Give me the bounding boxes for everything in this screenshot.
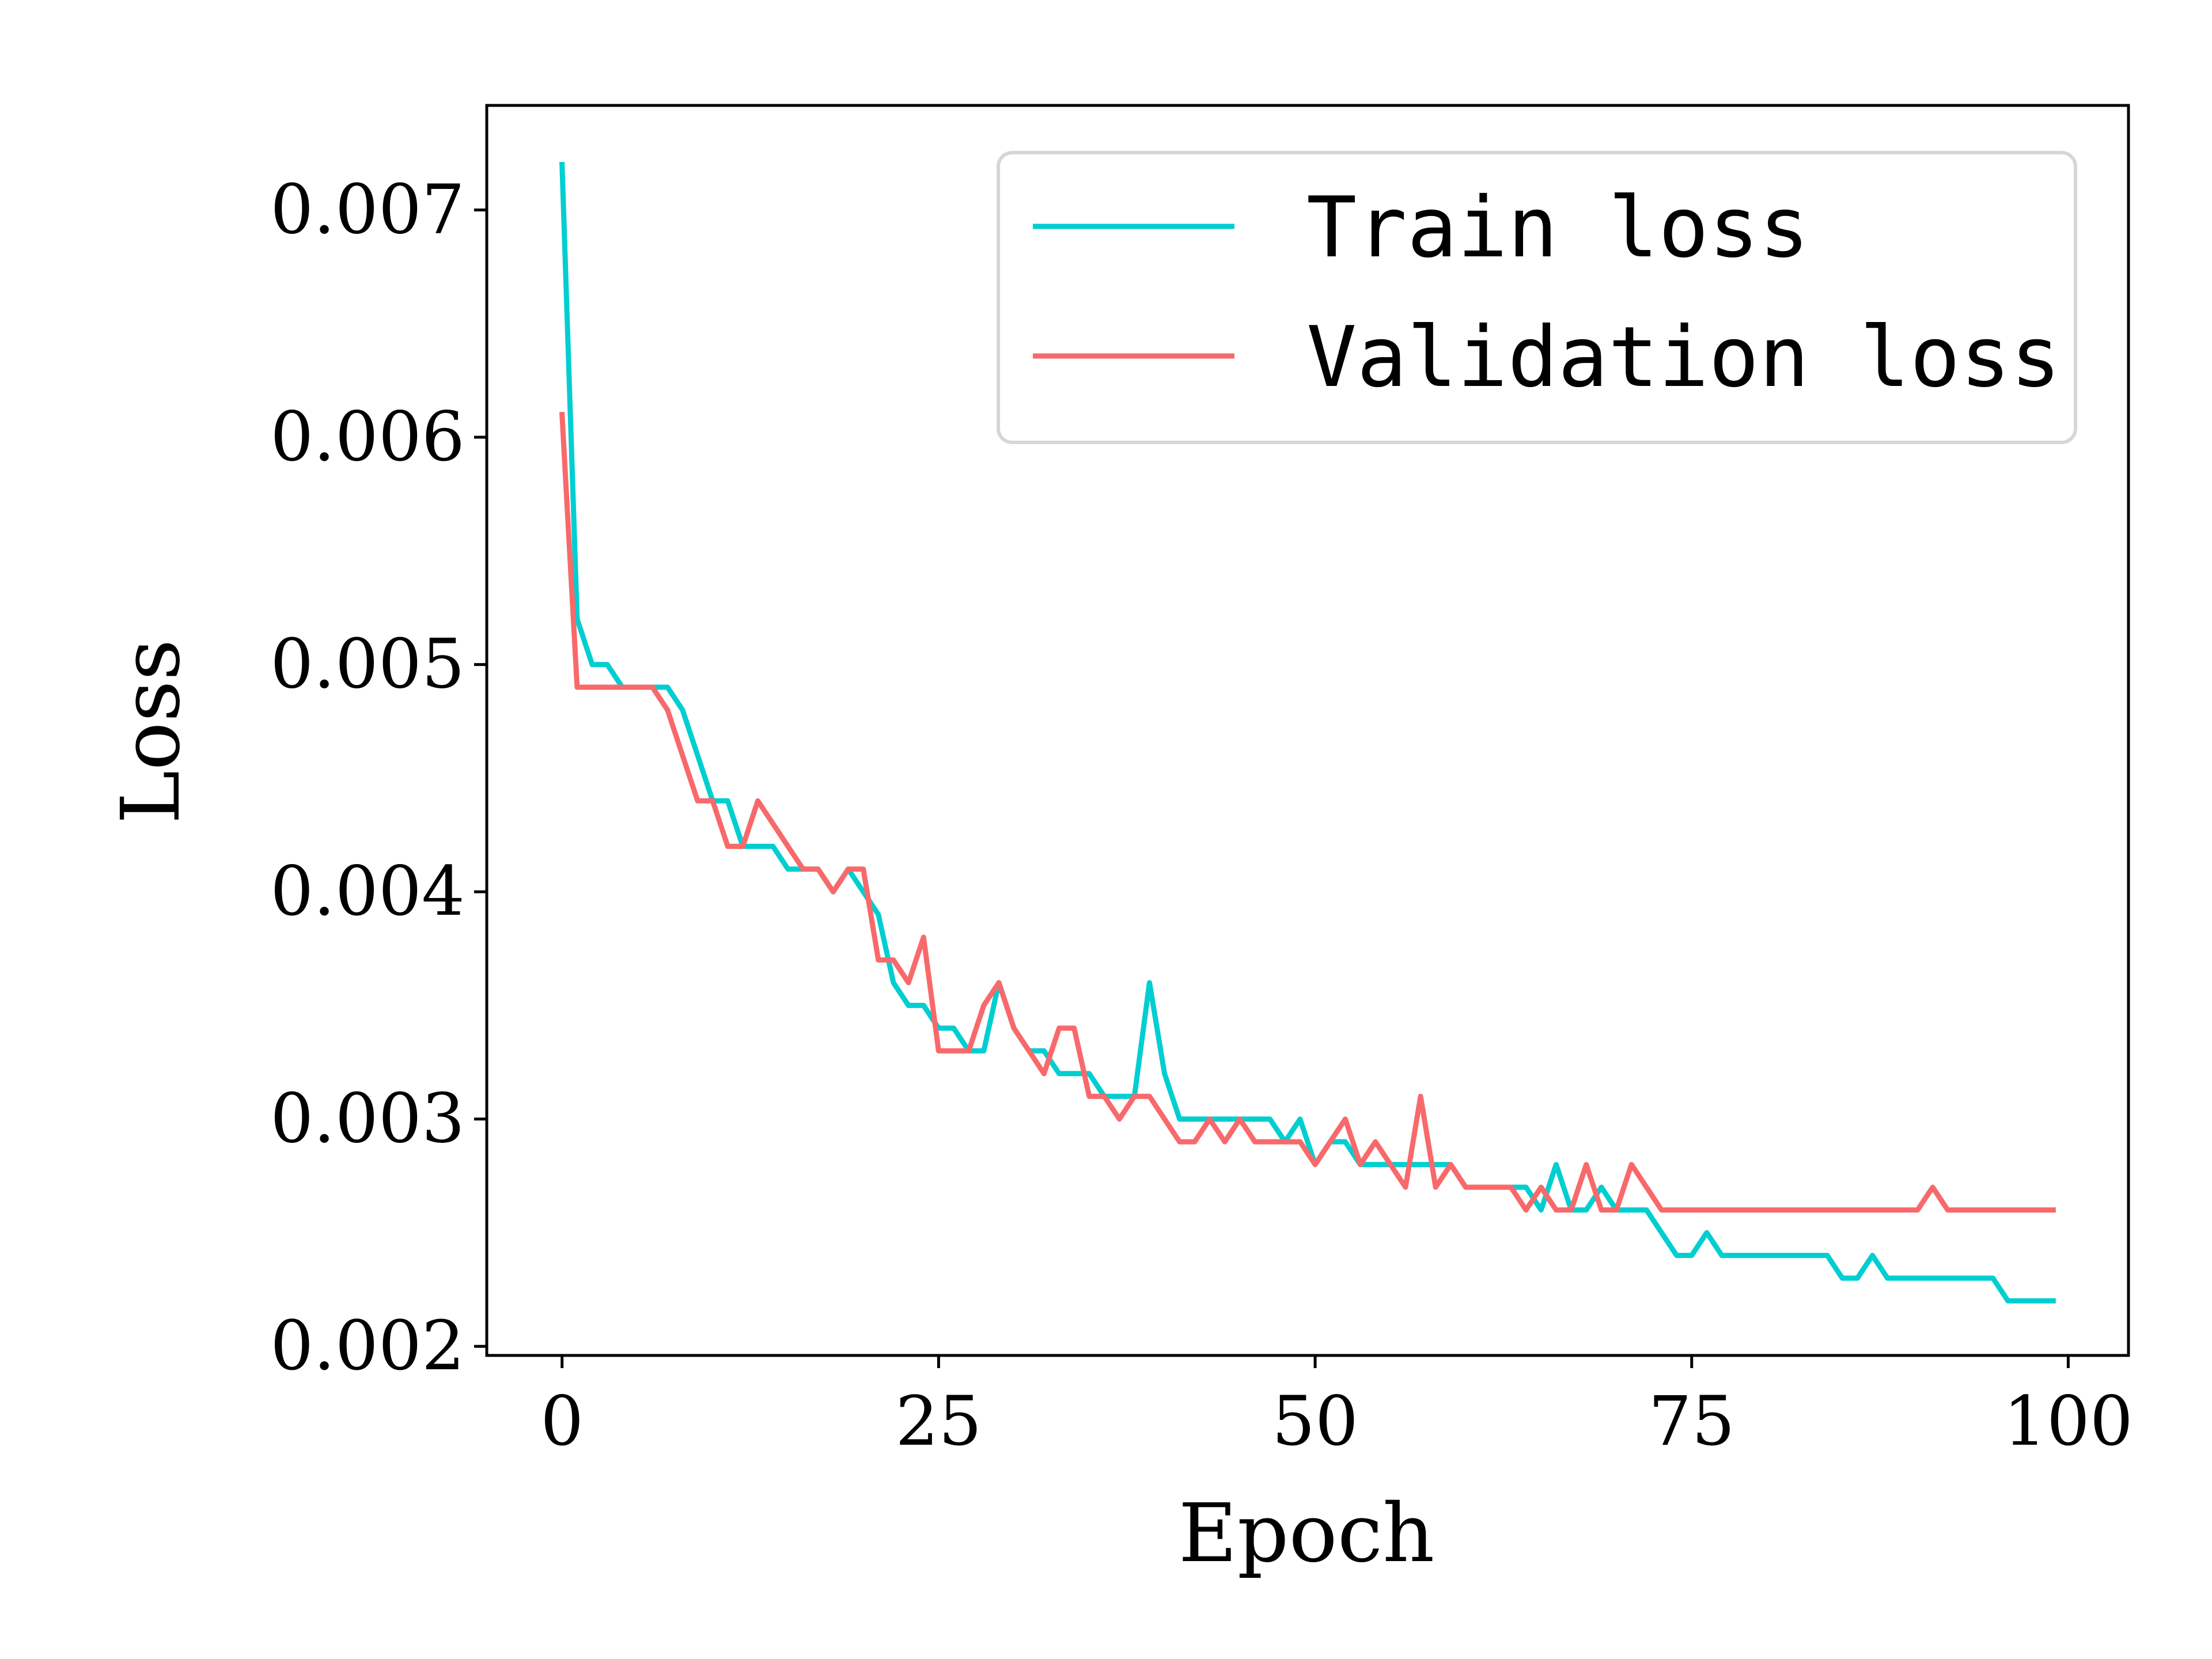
y-tick-label: 0.005: [270, 624, 465, 704]
legend: Train loss Validation loss: [997, 151, 2077, 444]
y-tick-label: 0.003: [270, 1079, 465, 1158]
x-tick-label: 100: [2003, 1381, 2133, 1461]
y-tick-label: 0.006: [270, 397, 465, 476]
legend-label-train-loss: Train loss: [1306, 179, 1809, 276]
legend-box: [997, 151, 2077, 444]
y-tick-label: 0.004: [270, 851, 465, 931]
legend-label-validation-loss: Validation loss: [1306, 309, 2061, 406]
x-tick-label: 25: [895, 1381, 982, 1461]
x-tick-label: 75: [1649, 1381, 1735, 1461]
y-tick-label: 0.007: [270, 169, 465, 249]
series-line-validation-loss: [559, 411, 2056, 1213]
x-axis-ticks: 0 25 50 75 100: [540, 1355, 2133, 1461]
y-tick-label: 0.002: [270, 1306, 465, 1385]
x-axis-title: Epoch: [1179, 1487, 1435, 1581]
x-tick-label: 0: [540, 1381, 584, 1461]
x-tick-label: 50: [1272, 1381, 1358, 1461]
series-layer: [559, 161, 2056, 1304]
y-axis-title: Loss: [104, 639, 198, 824]
plot-frame: [485, 104, 2130, 1357]
y-axis-ticks: 0.002 0.003 0.004 0.005 0.006 0.007: [270, 169, 487, 1385]
